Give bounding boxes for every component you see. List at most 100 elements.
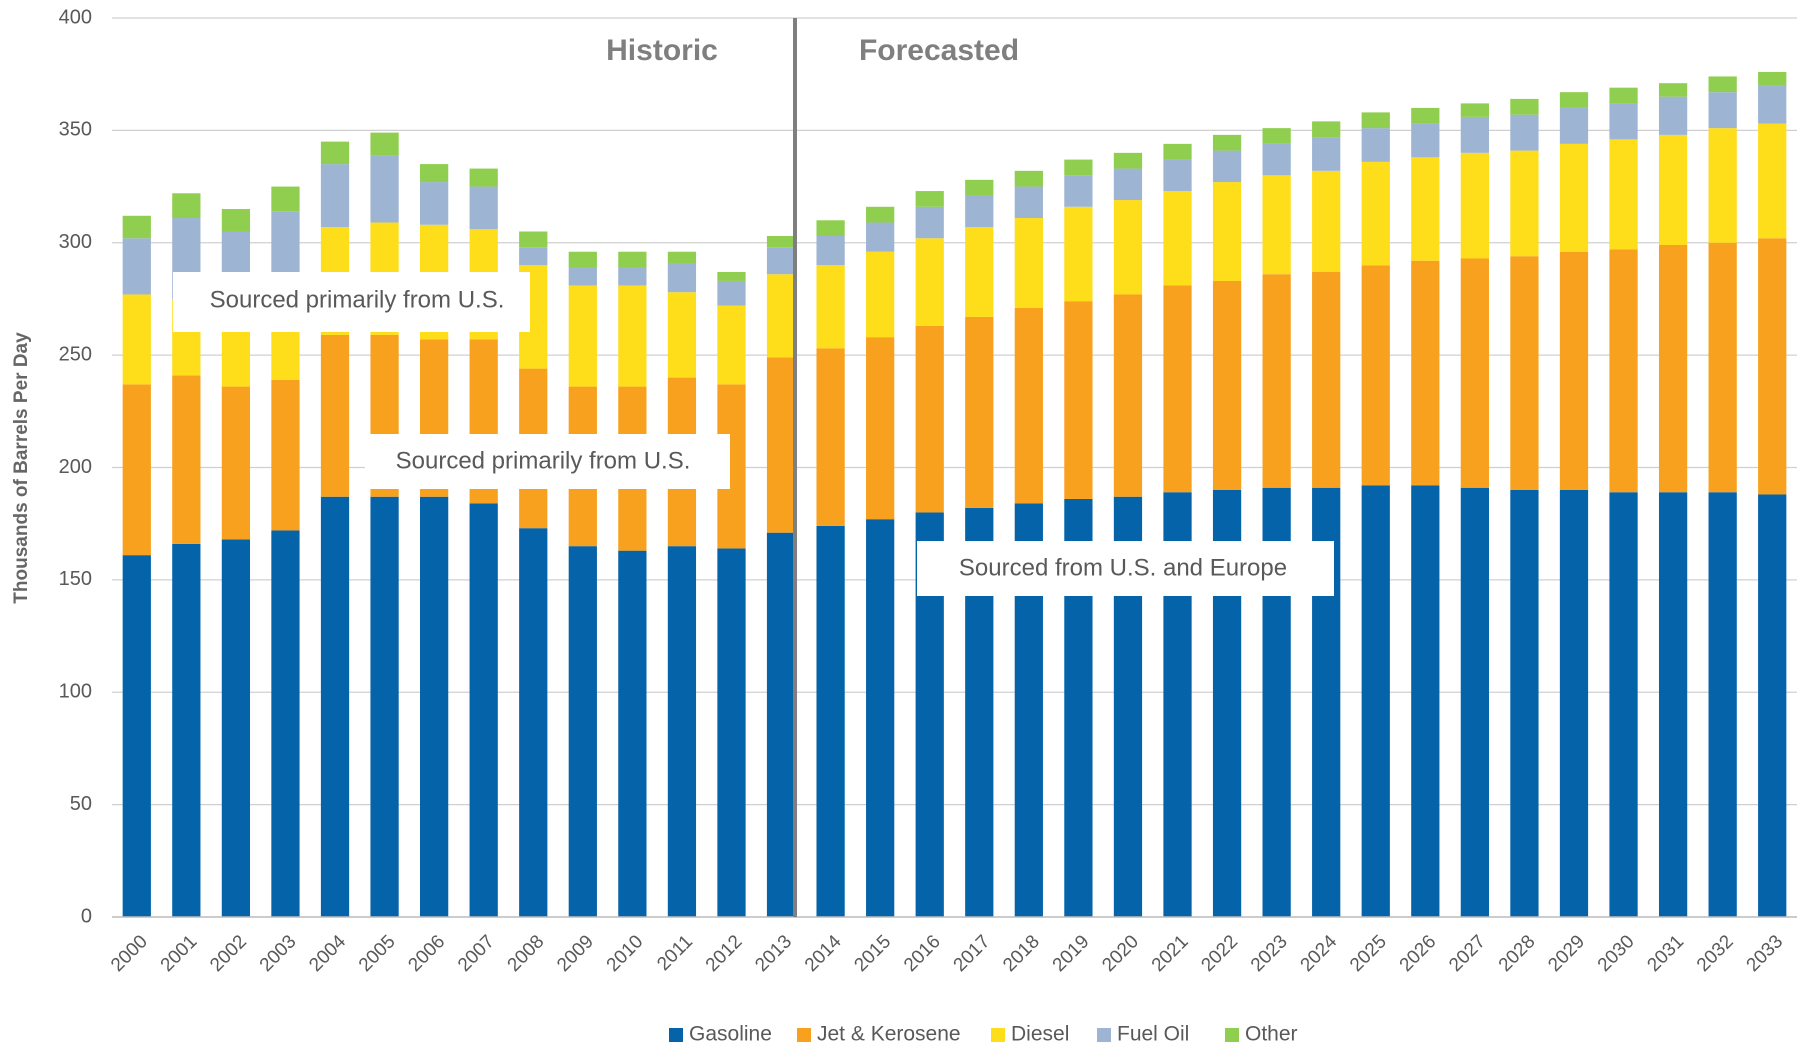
bar-segment: [122, 384, 151, 556]
legend-swatch: [1225, 1028, 1239, 1042]
bar-segment: [667, 262, 697, 293]
bar-segment: [1758, 85, 1787, 124]
bar-segment: [1460, 152, 1489, 259]
bar-segment: [1262, 128, 1291, 144]
y-tick-label: 0: [81, 905, 92, 927]
bar-segment: [1609, 103, 1638, 140]
bar-segment: [766, 357, 796, 533]
bar-segment: [866, 222, 895, 252]
bar-segment: [1163, 285, 1192, 493]
bar-segment: [965, 316, 994, 508]
bar-segment: [469, 186, 498, 230]
x-tick-label: 2017: [950, 931, 995, 976]
bar-segment: [221, 209, 251, 232]
bar-segment: [1559, 489, 1589, 917]
bar-segment: [1113, 168, 1143, 201]
bar-segment: [1708, 92, 1737, 129]
bar-segment: [1064, 159, 1093, 176]
bar-segment: [667, 546, 697, 917]
bar-segment: [1014, 218, 1043, 308]
bar-segment: [469, 503, 498, 917]
bar-segment: [1113, 200, 1143, 295]
annotation: Sourced primarily from U.S.: [396, 447, 691, 474]
bar-segment: [1212, 150, 1242, 183]
bar-segment: [1312, 271, 1341, 488]
bar-segment: [1411, 485, 1440, 917]
bar-segment: [1411, 157, 1440, 261]
bar-segment: [420, 496, 449, 917]
bar-segment: [816, 236, 845, 266]
bar-segment: [1113, 152, 1143, 169]
annotation-box: [365, 434, 730, 489]
bar-segment: [1262, 143, 1291, 176]
bar-segment: [1163, 159, 1192, 192]
x-tick-label: 2033: [1743, 931, 1788, 976]
bar-segment: [1460, 116, 1489, 153]
bar-segment: [370, 496, 399, 917]
bar-segment: [1312, 170, 1341, 272]
bar-segment: [320, 141, 350, 165]
bar-segment: [1212, 182, 1242, 281]
legend-swatch: [991, 1028, 1005, 1042]
x-tick-label: 2000: [107, 931, 152, 976]
bar-segment: [420, 182, 449, 225]
bar-segment: [1609, 87, 1638, 104]
annotation: Historic: [606, 34, 718, 67]
bar-segment: [1658, 134, 1688, 245]
bar-segment: [1411, 123, 1440, 158]
x-tick-label: 2005: [355, 931, 400, 976]
y-tick-label: 400: [59, 6, 92, 28]
x-tick-label: 2029: [1544, 931, 1589, 976]
bar-segment: [1658, 83, 1688, 97]
bar-segment: [271, 379, 300, 531]
bar-segment: [1510, 256, 1539, 490]
bar-segment: [717, 305, 746, 385]
y-tick-label: 100: [59, 681, 92, 703]
bar-segment: [618, 251, 647, 268]
x-tick-label: 2010: [603, 931, 648, 976]
bar-segment: [221, 386, 251, 540]
bar-segment: [1658, 244, 1688, 493]
y-axis-label: Thousands of Barrels Per Day: [11, 332, 32, 604]
x-tick-label: 2032: [1693, 931, 1738, 976]
x-tick-label: 2004: [305, 931, 350, 976]
x-tick-label: 2028: [1495, 931, 1540, 976]
bar-segment: [866, 251, 895, 338]
bar-segment: [816, 220, 845, 237]
annotation-box: [917, 541, 1334, 596]
bar-segment: [122, 555, 151, 917]
bar-segment: [1609, 249, 1638, 493]
bar-segment: [1708, 128, 1737, 243]
legend-label: Other: [1245, 1023, 1298, 1046]
bar-segment: [618, 285, 647, 387]
bar-segment: [370, 155, 399, 223]
annotation: Sourced primarily from U.S.: [210, 286, 505, 313]
bar-segment: [667, 251, 697, 263]
x-tick-label: 2030: [1594, 931, 1639, 976]
bar-segment: [1212, 280, 1242, 490]
x-tick-label: 2006: [404, 931, 449, 976]
bar-segment: [1559, 92, 1589, 108]
x-tick-label: 2001: [157, 931, 202, 976]
x-tick-label: 2027: [1445, 931, 1490, 976]
bar-segment: [717, 271, 746, 281]
legend-label: Jet & Kerosene: [817, 1023, 961, 1046]
bar-segment: [519, 528, 548, 917]
bar-segment: [915, 325, 944, 513]
bar-segment: [1708, 242, 1737, 493]
bar-segment: [122, 238, 151, 295]
bar-segment: [271, 530, 300, 917]
bar-segment: [618, 267, 647, 286]
bar-segment: [568, 546, 597, 917]
x-tick-label: 2024: [1297, 931, 1342, 976]
y-tick-label: 350: [59, 119, 92, 141]
x-tick-label: 2022: [1197, 931, 1242, 976]
bar-segment: [519, 247, 548, 266]
bar-segment: [1361, 265, 1390, 486]
bar-segment: [1361, 128, 1390, 162]
bar-segment: [122, 215, 151, 239]
bar-segment: [1064, 175, 1093, 207]
bar-segment: [221, 539, 251, 917]
x-tick-label: 2011: [653, 931, 697, 975]
bar-segment: [766, 247, 796, 275]
